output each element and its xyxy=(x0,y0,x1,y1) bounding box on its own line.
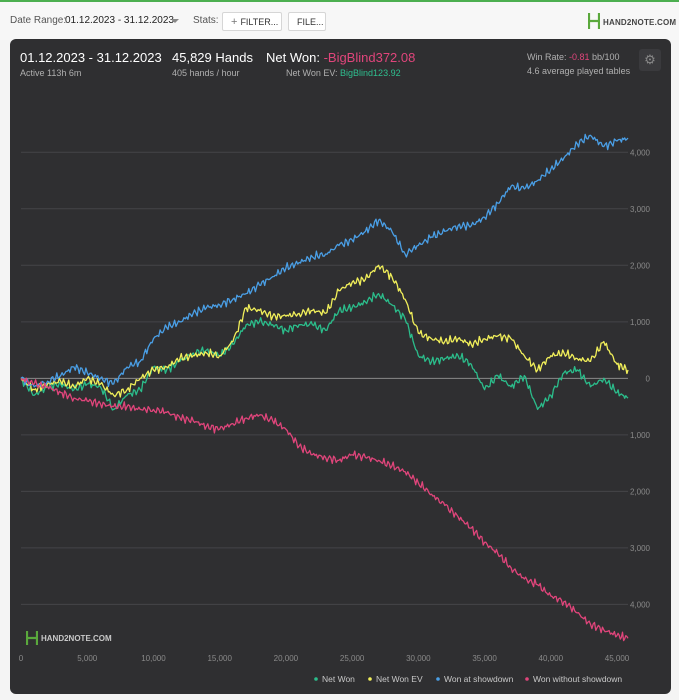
series-line xyxy=(20,133,629,388)
x-tick-label: 5,000 xyxy=(77,654,98,663)
legend-label[interactable]: Won at showdown xyxy=(444,674,514,684)
watermark-logo: HAND2NOTE.COM xyxy=(25,630,112,646)
y-tick-label: 3,000 xyxy=(630,544,651,553)
file-button[interactable]: FILE... xyxy=(288,12,326,31)
y-tick-label: 1,000 xyxy=(630,431,651,440)
series-lines xyxy=(20,133,629,642)
graph-panel: 4,000 3,000 2,000 1,000 0 1,000 2,000 3,000 4,00… xyxy=(10,39,671,694)
summary-win-rate: Win Rate: -0.81 bb/100 xyxy=(527,52,620,62)
file-button-label: FILE... xyxy=(297,17,324,27)
legend-marker xyxy=(314,677,318,681)
x-axis-ticks: 0 5,000 10,000 15,000 20,000 25,000 30,000 35,0… xyxy=(19,654,630,663)
net-won-value: -BigBlind372.08 xyxy=(323,50,416,65)
filter-button-label: FILTER... xyxy=(240,17,279,27)
net-won-label: Net Won: xyxy=(266,50,324,65)
y-tick-label: 0 xyxy=(646,374,651,383)
brand-name: HAND2NOTE.COM xyxy=(603,18,677,27)
x-tick-label: 30,000 xyxy=(406,654,431,663)
y-tick-label: 4,000 xyxy=(630,600,651,609)
x-tick-label: 15,000 xyxy=(207,654,232,663)
series-line xyxy=(20,377,629,642)
top-toolbar: Date Range: 01.12.2023 - 31.12.2023 Stat… xyxy=(0,0,679,40)
grid-lines xyxy=(21,151,628,605)
x-tick-label: 40,000 xyxy=(539,654,564,663)
legend-label[interactable]: Won without showdown xyxy=(533,674,622,684)
x-tick-label: 35,000 xyxy=(472,654,497,663)
series-line xyxy=(20,264,629,398)
win-rate-unit: bb/100 xyxy=(589,52,620,62)
chevron-down-icon[interactable] xyxy=(171,19,179,23)
brand-logo-icon xyxy=(587,13,601,29)
net-won-ev-value: BigBlind123.92 xyxy=(340,68,401,78)
net-won-ev-label: Net Won EV: xyxy=(286,68,341,78)
summary-net-won: Net Won: -BigBlind372.08 xyxy=(266,50,415,65)
gear-icon[interactable]: ⚙ xyxy=(639,49,661,71)
x-tick-label: 0 xyxy=(19,654,24,663)
x-tick-label: 10,000 xyxy=(141,654,166,663)
legend-label[interactable]: Net Won EV xyxy=(376,674,423,684)
summary-average-tables: 4.6 average played tables xyxy=(527,66,631,76)
summary-hands-per-hour: 405 hands / hour xyxy=(172,68,240,78)
legend-label[interactable]: Net Won xyxy=(322,674,355,684)
win-rate-value: -0.81 xyxy=(569,52,590,62)
brand-logo: HAND2NOTE.COM xyxy=(587,12,676,32)
plus-icon: + xyxy=(231,16,238,28)
y-tick-label: 3,000 xyxy=(630,205,651,214)
x-tick-label: 45,000 xyxy=(605,654,630,663)
legend-marker xyxy=(436,677,440,681)
y-tick-label: 2,000 xyxy=(630,261,651,270)
series-line xyxy=(20,292,629,411)
legend: Net Won Net Won EV Won at showdown Won with… xyxy=(314,674,622,684)
filter-button[interactable]: + FILTER... xyxy=(222,12,282,31)
y-tick-label: 2,000 xyxy=(630,487,651,496)
x-tick-label: 20,000 xyxy=(274,654,299,663)
results-chart: 4,000 3,000 2,000 1,000 0 1,000 2,000 3,000 4,00… xyxy=(19,133,651,684)
legend-marker xyxy=(368,677,372,681)
y-axis-ticks: 4,000 3,000 2,000 1,000 0 1,000 2,000 3,000 4,00… xyxy=(630,148,651,609)
summary-hands: 45,829 Hands xyxy=(172,50,253,65)
win-rate-label: Win Rate: xyxy=(527,52,570,62)
legend-marker xyxy=(525,677,529,681)
summary-date-range: 01.12.2023 - 31.12.2023 xyxy=(20,50,162,65)
y-tick-label: 4,000 xyxy=(630,148,651,157)
date-range-label: Date Range: xyxy=(10,15,67,26)
stats-label: Stats: xyxy=(193,15,219,26)
summary-active-time: Active 113h 6m xyxy=(20,68,82,78)
summary-net-won-ev: Net Won EV: BigBlind123.92 xyxy=(286,68,401,78)
y-tick-label: 1,000 xyxy=(630,318,651,327)
x-tick-label: 25,000 xyxy=(340,654,365,663)
watermark-logo-icon xyxy=(25,631,39,645)
watermark-text: HAND2NOTE.COM xyxy=(41,634,112,643)
date-range-select[interactable]: 01.12.2023 - 31.12.2023 xyxy=(65,15,174,26)
